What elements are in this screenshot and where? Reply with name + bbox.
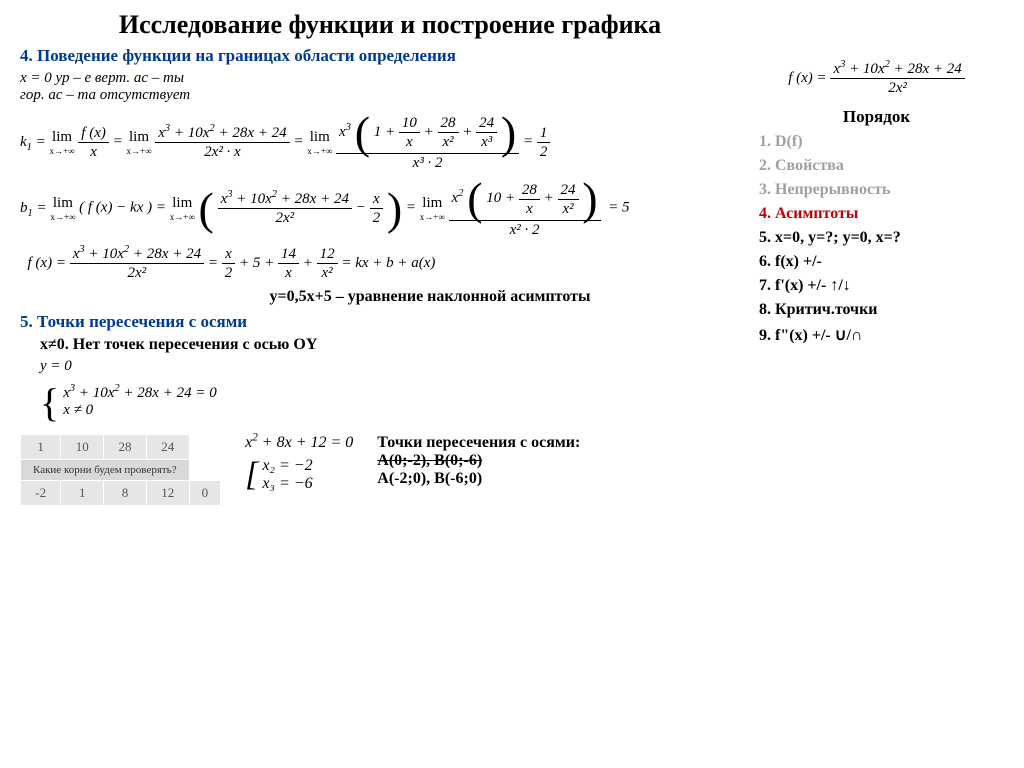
y-equals-zero: y = 0 [40,358,760,375]
procedure-title: Порядок [759,107,994,127]
fx-over-x: f (x) x [78,124,109,161]
right-sidebar: f (x) = x3 + 10x2 + 28x + 24 2x² Порядок… [759,60,994,351]
step-1: 1. D(f) [759,133,994,151]
limit-symbol: lim x→+∞ [50,129,75,156]
b1-equation: b1 = lim x→+∞ ( f (x) − kx ) = lim x→+∞ … [20,178,760,238]
function-definition: f (x) = x3 + 10x2 + 28x + 24 2x² [759,60,994,97]
intersection-points: Точки пересечения с осями: A(0;-2), B(0;… [377,434,580,488]
quadratic-and-roots: x2 + 8x + 12 = 0 [ x₂ = −2 x₃ = −6 [245,434,353,494]
oblique-asymptote-equation: y=0,5x+5 – уравнение наклонной асимптоты [100,288,760,306]
fx-expansion: f (x) = x3 + 10x2 + 28x + 24 2x² = x2 + … [20,245,760,282]
step-5: 5. x=0, y=?; y=0, x=? [759,229,994,247]
step-8: 8. Критич.точки [759,301,994,319]
step-4: 4. Асимптоты [759,205,994,223]
no-oy-intersection-note: x≠0. Нет точек пересечения с осью OY [40,336,760,354]
note-vertical-asymptote: x = 0 ур – е верт. ас – ты [20,70,760,87]
step-6: 6. f(x) +/- [759,253,994,271]
intersection-correct: A(-2;0), B(-6;0) [377,470,580,488]
k1-equation: k1 = lim x→+∞ f (x) x = lim x→+∞ x3 + 10… [20,112,760,172]
section-5-heading: 5. Точки пересечения с осями [20,312,760,332]
section-4-heading: 4. Поведение функции на границах области… [20,46,760,66]
intersection-wrong: A(0;-2), B(0;-6) [377,452,580,470]
step-7: 7. f'(x) +/- ↑/↓ [759,277,994,295]
step-2: 2. Свойства [759,157,994,175]
equation-system: { x3 + 10x2 + 28x + 24 = 0 x ≠ 0 [40,379,760,426]
coefficient-table: 1 10 28 24 Какие корни будем проверять? … [20,434,221,506]
k1-label: k1 = [20,134,50,150]
note-horizontal-asymptote: гор. ас – та отсутствует [20,87,760,104]
step-9: 9. f"(x) +/- ∪/∩ [759,325,994,345]
step-3: 3. Непрерывность [759,181,994,199]
page-title: Исследование функции и построение график… [20,10,760,40]
